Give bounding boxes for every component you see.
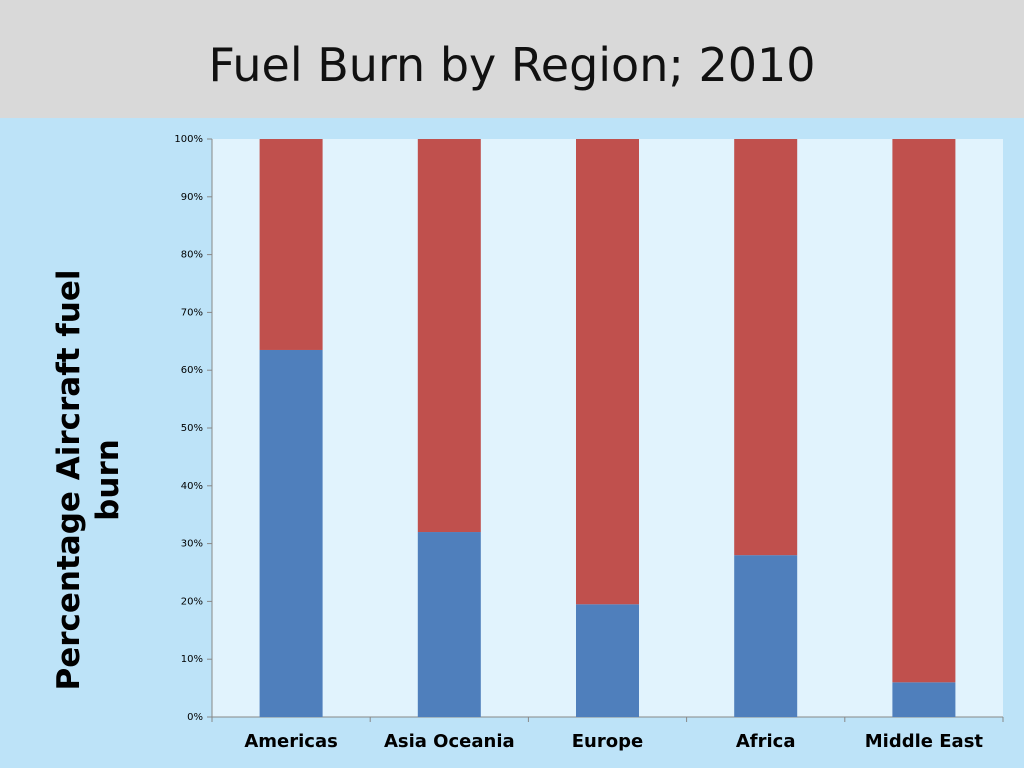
x-tick-label: Europe [572,731,643,752]
header [0,0,1024,118]
x-tick-label: Africa [736,731,796,752]
y-tick-label: 50% [181,423,203,434]
y-tick-label: 0% [187,712,203,723]
bar-segment [259,139,323,350]
bar-segment [892,682,956,717]
y-axis-label: Percentage Aircraft fuel burn [51,269,126,691]
bar-segment [892,139,956,683]
bar-segment [576,604,639,717]
bar-segment [417,139,481,533]
y-tick-label: 40% [181,481,203,492]
x-tick-label: Middle East [865,731,984,752]
y-tick-label: 90% [181,192,203,203]
y-tick-label: 70% [181,307,203,318]
bar-segment [576,139,639,605]
y-tick-label: 100% [174,134,203,145]
x-tick-label: Americas [244,731,337,752]
x-tick-label: Asia Oceania [384,731,515,752]
y-tick-label: 30% [181,539,203,550]
y-tick-label: 10% [181,654,203,665]
bar-segment [417,532,481,717]
y-tick-label: 60% [181,365,203,376]
bar-segment [734,139,798,556]
bar-segment [734,555,798,717]
y-tick-label: 80% [181,250,203,261]
bar-segment [259,349,323,717]
chart-title: Fuel Burn by Region; 2010 [208,38,816,92]
y-tick-label: 20% [181,596,203,607]
